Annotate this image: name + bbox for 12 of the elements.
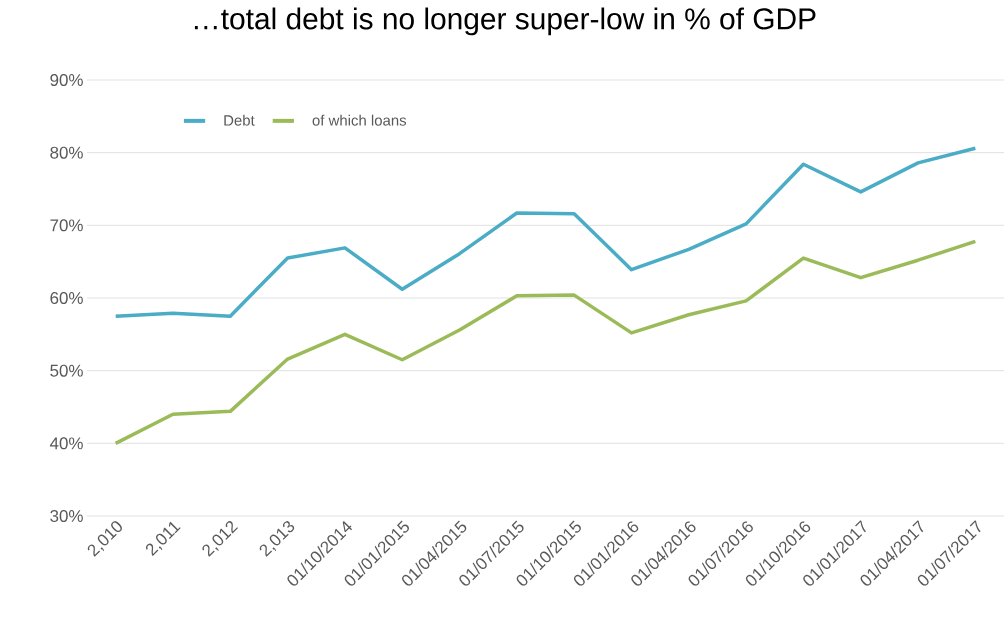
line-series [113,239,978,446]
y-tick-label: 90% [50,74,83,86]
y-tick-label: 30% [50,510,83,522]
chart-title: …total debt is no longer super-low in % of GDP [194,7,816,36]
y-tick-label: 60% [50,292,83,304]
y-tick-label: 70% [50,219,83,232]
legend-label: of which loans [312,114,407,126]
line-series [113,146,978,318]
y-tick-label: 50% [50,364,83,377]
y-tick-label: 40% [49,437,83,450]
y-tick-label: 80% [50,146,83,159]
legend-label: Debt [224,114,255,126]
